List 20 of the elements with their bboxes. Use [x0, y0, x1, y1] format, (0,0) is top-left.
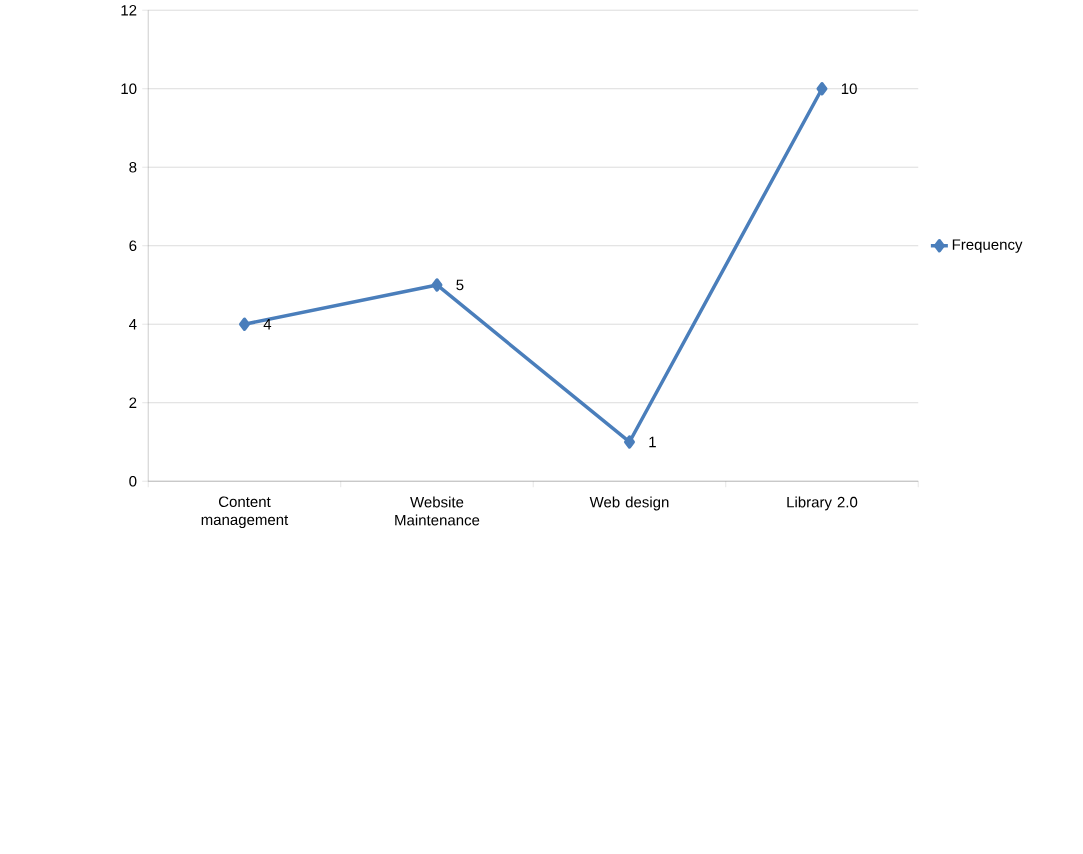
x-tick-label: Web design — [589, 496, 669, 511]
x-tick-label: Library 2.0 — [787, 496, 858, 511]
x-tick-label: Content management — [201, 496, 289, 528]
point — [623, 435, 635, 449]
y-tick-label: 0 — [129, 475, 137, 487]
data-label: 10 — [841, 83, 857, 94]
y-tick-label: 8 — [129, 161, 137, 173]
legend-label: Frequency — [952, 239, 1023, 253]
y-tick-label: 12 — [121, 4, 137, 16]
point — [816, 81, 828, 96]
data-label: 4 — [263, 319, 272, 330]
y-tick-label: 4 — [129, 319, 137, 330]
point — [431, 278, 443, 292]
data-label: 1 — [649, 436, 656, 448]
point — [238, 317, 250, 331]
y-tick-label: 2 — [129, 397, 137, 408]
data-label: 5 — [456, 279, 464, 291]
y-tick-label: 10 — [121, 83, 137, 94]
x-tick-label: Website Maintenance — [395, 496, 480, 526]
y-tick-label: 6 — [129, 240, 137, 251]
